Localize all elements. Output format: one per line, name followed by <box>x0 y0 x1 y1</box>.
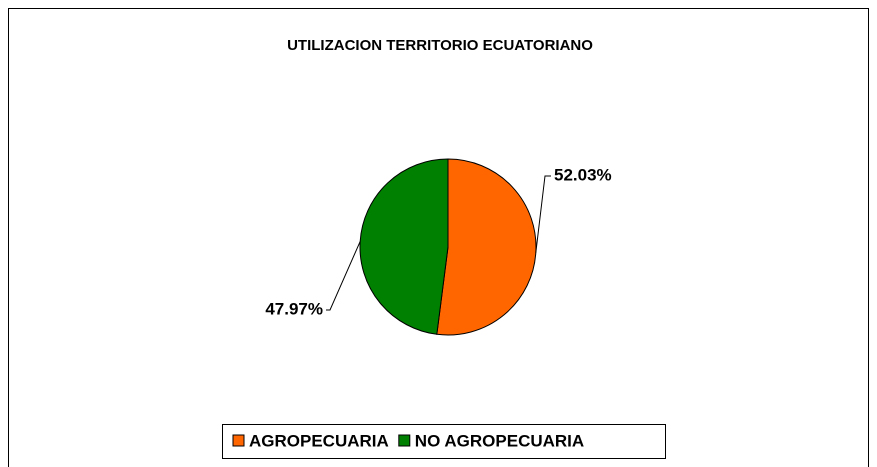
legend-label: AGROPECUARIA <box>249 431 389 450</box>
pie-slice <box>359 158 449 335</box>
leader-line <box>326 241 361 311</box>
legend-swatch <box>398 434 411 447</box>
legend-swatch <box>232 434 245 447</box>
legend-label: NO AGROPECUARIA <box>415 431 584 450</box>
leader-line <box>535 175 551 253</box>
data-label: 52.03% <box>554 165 612 184</box>
chart-title: UTILIZACION TERRITORIO ECUATORIANO <box>287 37 593 54</box>
pie-slice <box>436 158 537 336</box>
legend-box <box>222 424 666 459</box>
data-label: 47.97% <box>265 299 323 318</box>
